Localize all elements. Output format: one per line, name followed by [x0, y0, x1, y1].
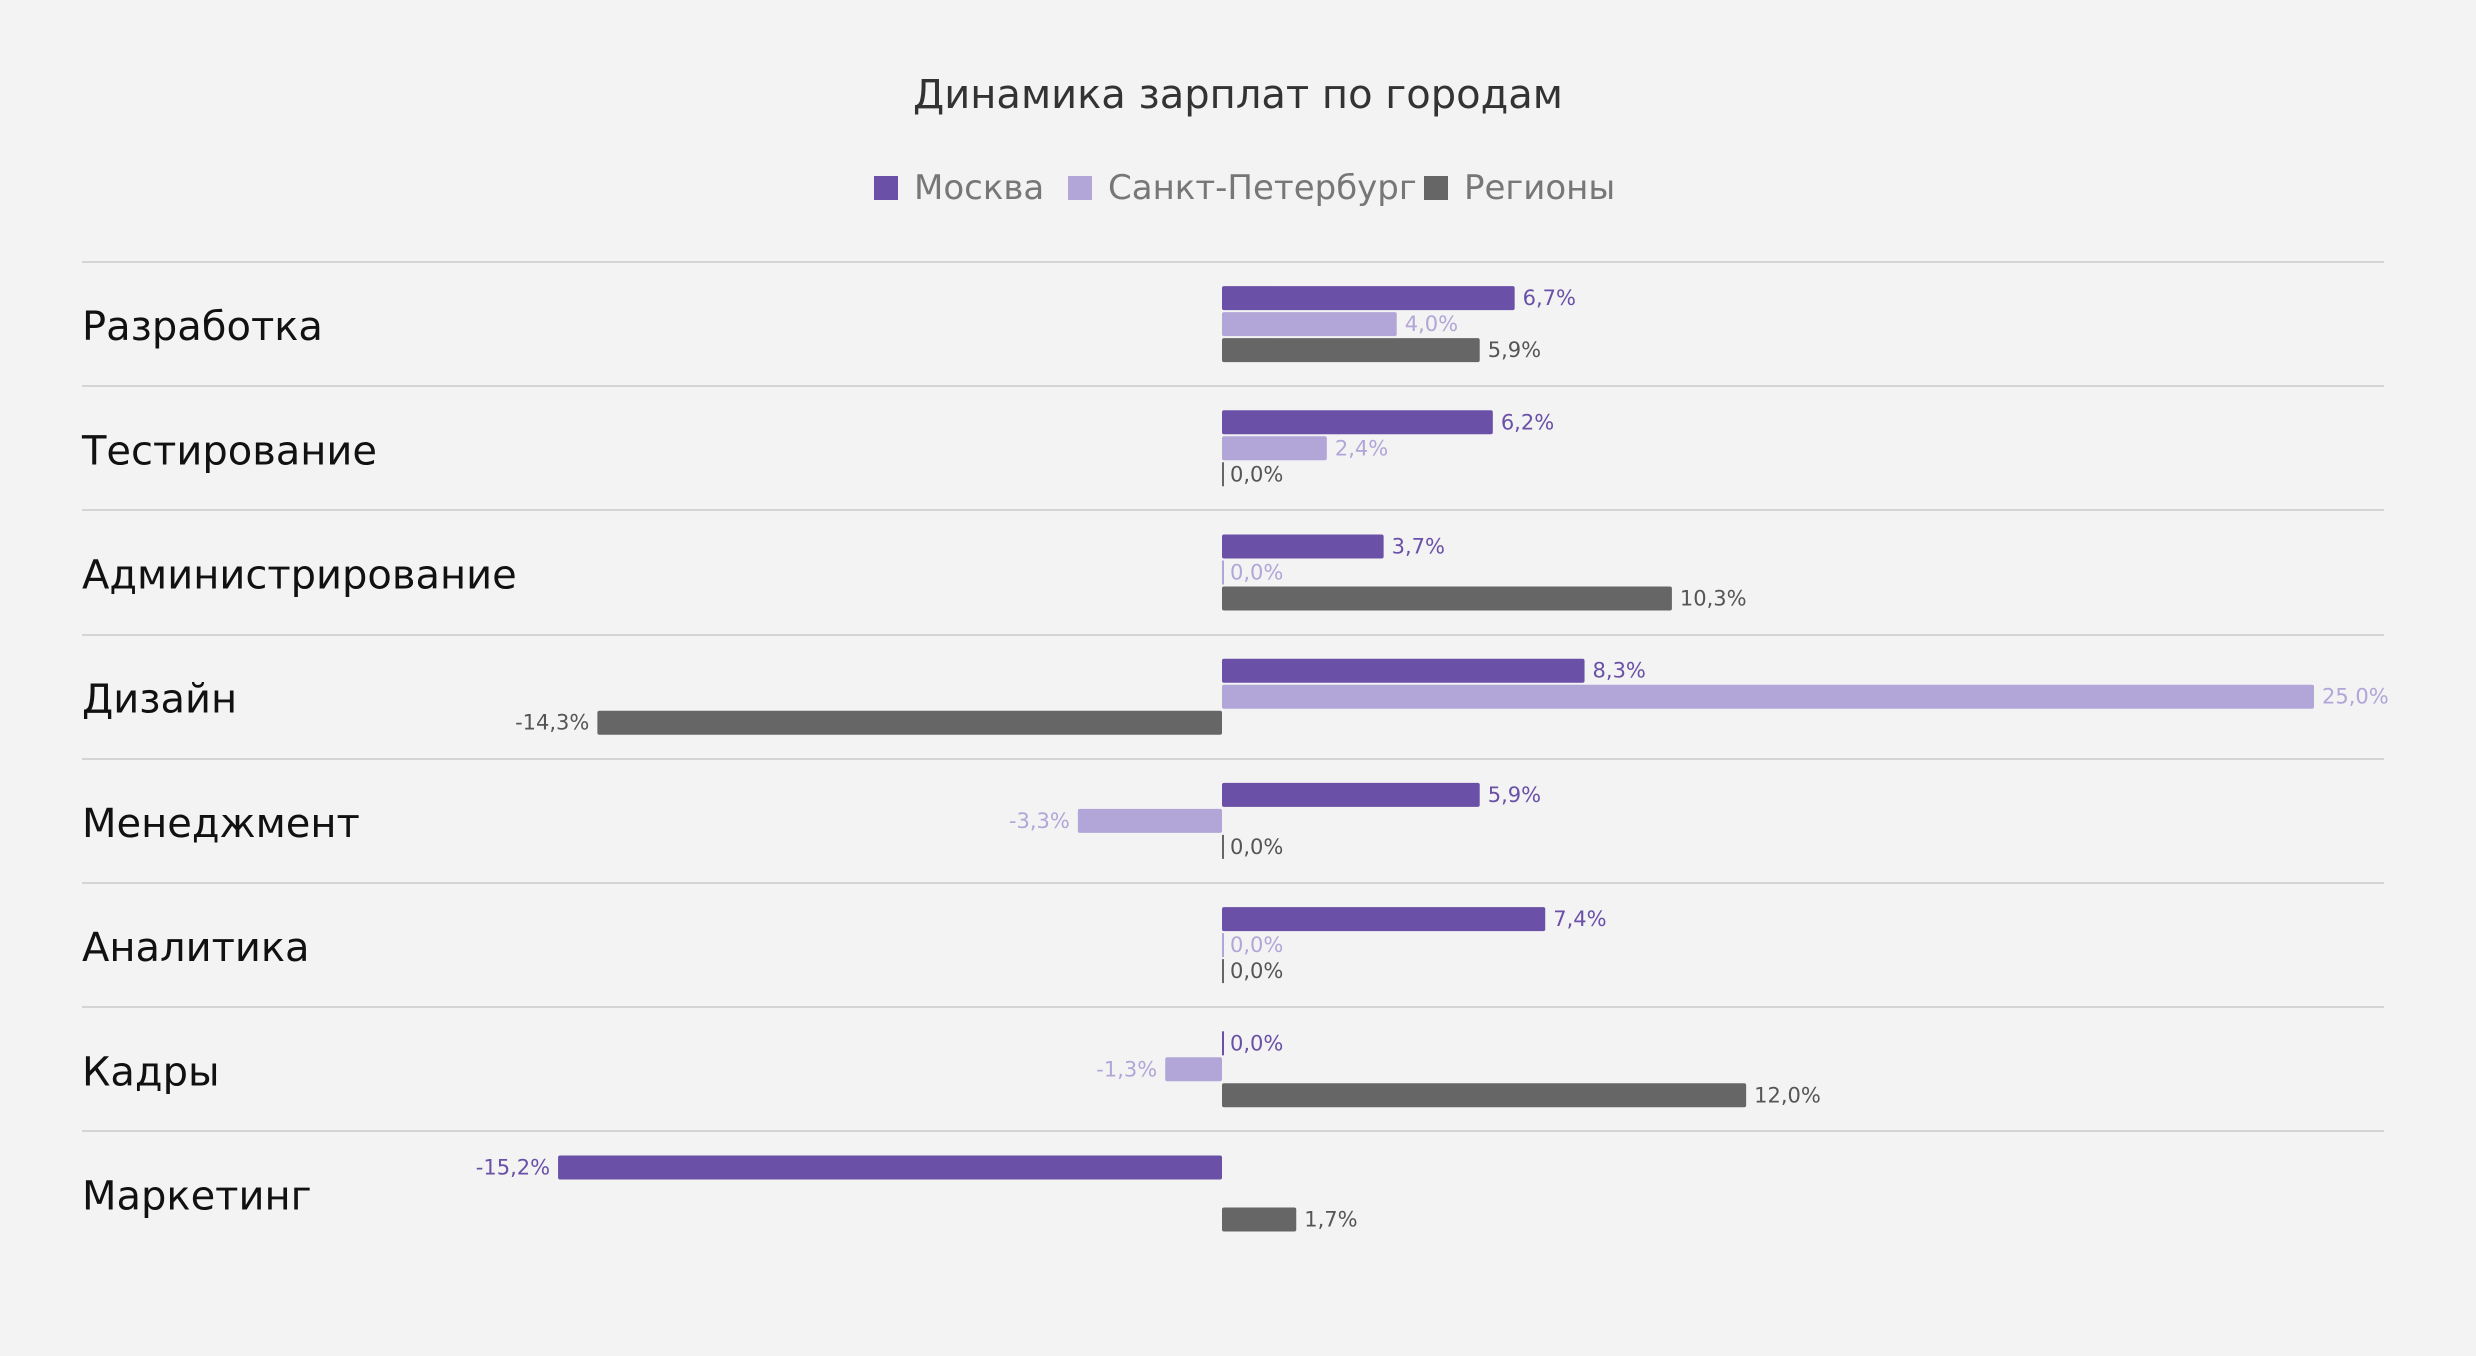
legend: Москва Санкт-Петербург Регионы: [874, 168, 1615, 208]
bar-spb: [1222, 684, 2314, 709]
bar-regions: [1222, 1207, 1297, 1232]
data-label-moscow: 6,7%: [1523, 286, 1576, 310]
legend-label-moscow: Москва: [914, 168, 1044, 208]
bar-moscow: [1222, 534, 1384, 559]
legend-swatch-moscow: [874, 176, 898, 200]
row-separators: [82, 261, 2384, 1132]
category-group: Тестирование 6,2% 2,4% 0,0%: [81, 410, 1554, 487]
chart-title: Динамика зарплат по городам: [913, 72, 1563, 118]
category-group: Администрирование 3,7% 0,0% 10,3%: [82, 534, 1747, 611]
category-group: Маркетинг -15,2% 1,7%: [82, 1155, 1358, 1232]
bar-spb: [1077, 808, 1222, 833]
data-label-spb: 4,0%: [1405, 312, 1458, 336]
data-label-moscow: 8,3%: [1593, 659, 1646, 683]
category-label: Менеджмент: [82, 801, 360, 847]
category-label: Администрирование: [82, 553, 517, 599]
category-label: Аналитика: [82, 925, 310, 971]
category-group: Дизайн 8,3% 25,0% -14,3%: [82, 658, 2389, 735]
data-label-regions: -14,3%: [515, 711, 589, 735]
data-label-moscow: 3,7%: [1392, 535, 1445, 559]
legend-swatch-regions: [1424, 176, 1448, 200]
data-label-regions: 0,0%: [1230, 462, 1283, 486]
data-label-spb: 0,0%: [1230, 933, 1283, 957]
data-label-moscow: 7,4%: [1553, 907, 1606, 931]
bar-regions: [597, 710, 1222, 735]
bar-moscow: [1222, 286, 1515, 311]
category-group: Разработка 6,7% 4,0% 5,9%: [82, 286, 1576, 363]
bar-regions: [1222, 1083, 1747, 1108]
data-label-regions: 5,9%: [1488, 338, 1541, 362]
bar-moscow: [1222, 658, 1585, 683]
category-group: Кадры 0,0% -1,3% 12,0%: [82, 1031, 1821, 1108]
category-group: Менеджмент 5,9% -3,3% 0,0%: [82, 782, 1541, 859]
bar-moscow: [1222, 907, 1546, 932]
data-label-regions: 10,3%: [1680, 587, 1747, 611]
data-label-regions: 0,0%: [1230, 959, 1283, 983]
data-label-spb: -1,3%: [1096, 1057, 1157, 1081]
legend-label-spb: Санкт-Петербург: [1108, 168, 1417, 208]
data-label-regions: 1,7%: [1304, 1208, 1357, 1232]
bar-spb: [1222, 436, 1327, 461]
data-label-moscow: 5,9%: [1488, 783, 1541, 807]
category-label: Дизайн: [82, 677, 237, 723]
bar-moscow: [1222, 782, 1480, 807]
legend-swatch-spb: [1068, 176, 1092, 200]
data-label-spb: 2,4%: [1335, 436, 1388, 460]
data-label-moscow: 0,0%: [1230, 1031, 1283, 1055]
bar-spb: [1165, 1057, 1222, 1082]
bar-regions: [1222, 586, 1672, 611]
category-group: Аналитика 7,4% 0,0%0,0%: [82, 907, 1607, 984]
legend-label-regions: Регионы: [1464, 168, 1615, 208]
data-label-regions: 12,0%: [1754, 1083, 1821, 1107]
bar-spb: [1222, 312, 1397, 337]
category-label: Разработка: [82, 304, 323, 350]
data-label-moscow: -15,2%: [476, 1156, 550, 1180]
data-label-spb: 25,0%: [2322, 685, 2389, 709]
bar-regions: [1222, 338, 1480, 363]
bar-moscow: [1222, 410, 1493, 435]
category-label: Маркетинг: [82, 1174, 312, 1220]
data-label-spb: -3,3%: [1009, 809, 1070, 833]
data-label-spb: 0,0%: [1230, 561, 1283, 585]
category-label: Кадры: [82, 1049, 220, 1095]
category-label: Тестирование: [81, 428, 377, 474]
data-label-moscow: 6,2%: [1501, 410, 1554, 434]
bar-moscow: [558, 1155, 1222, 1180]
chart-rows: Разработка 6,7% 4,0% 5,9% Тестирование 6,2% 2,…: [81, 286, 2389, 1232]
data-label-regions: 0,0%: [1230, 835, 1283, 859]
